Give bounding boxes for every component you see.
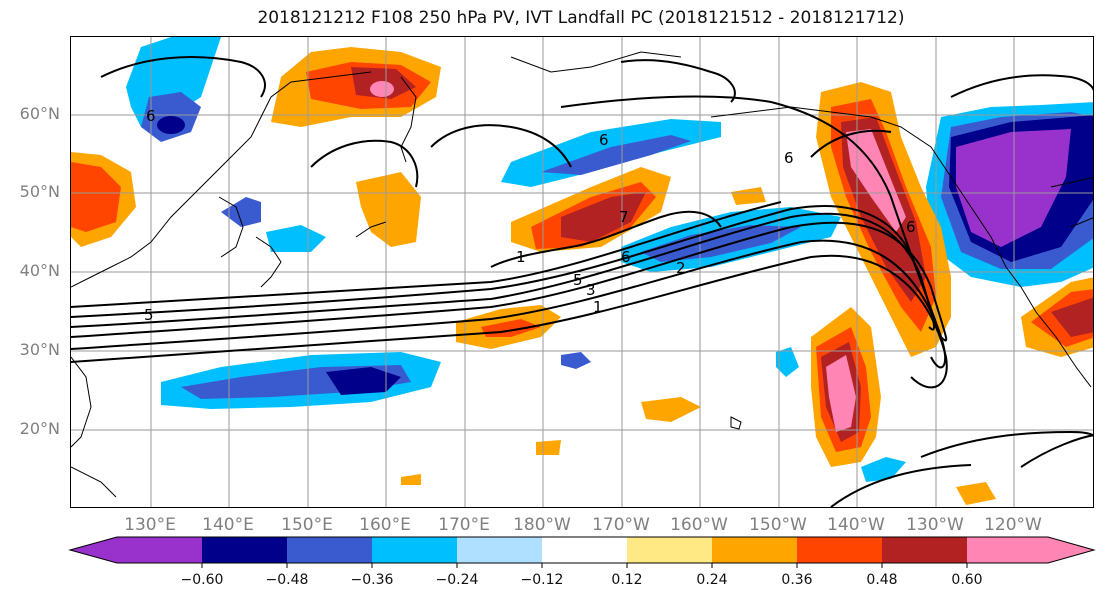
colorbar-ticks	[201, 563, 968, 568]
colorbar-swatch-4	[457, 537, 542, 563]
colorbar-swatch-7	[712, 537, 797, 563]
colorbar-tick-label: 0.36	[781, 572, 813, 588]
lon-label: 140°E	[202, 515, 254, 535]
lat-label-50n: 50°N	[19, 182, 60, 201]
colorbar-swatch-9	[882, 537, 967, 563]
map-title: 2018121212 F108 250 hPa PV, IVT Landfall…	[257, 8, 905, 28]
lon-label: 170°E	[438, 515, 490, 535]
lon-label: 130°W	[906, 515, 964, 535]
contour-label: 6	[784, 149, 794, 167]
map-panel: 6 6 7 1 6 5 3 1 2 6 5 6	[70, 36, 1094, 508]
colorbar-swatch-10	[967, 537, 1094, 563]
negative-anomaly-fill	[126, 37, 1093, 482]
map-canvas: 6 6 7 1 6 5 3 1 2 6 5 6	[71, 37, 1093, 507]
lon-label: 130°E	[124, 515, 176, 535]
colorbar-outline	[68, 536, 1096, 564]
colorbar-tick-label: −0.60	[180, 572, 224, 588]
contour-label: 5	[573, 271, 583, 289]
contour-label: 2	[676, 259, 686, 277]
contour-label: 5	[144, 306, 154, 324]
lon-label: 160°E	[359, 515, 411, 535]
contour-label: 6	[599, 131, 609, 149]
colorbar-tick-label: −0.12	[520, 572, 564, 588]
contour-label: 3	[586, 281, 596, 299]
contour-labels: 6 6 7 1 6 5 3 1 2 6 5 6	[144, 107, 916, 324]
contour-label: 6	[146, 107, 156, 125]
contour-label: 1	[593, 298, 603, 316]
coastlines	[71, 51, 1093, 498]
lon-label: 150°W	[749, 515, 807, 535]
colorbar-tick-label: −0.24	[435, 572, 479, 588]
colorbar-tick-label: 0.12	[611, 572, 643, 588]
lat-label-30n: 30°N	[19, 340, 60, 359]
colorbar-swatch-1	[202, 537, 287, 563]
contour-label: 1	[516, 248, 526, 266]
graticule	[71, 37, 1093, 507]
lon-label: 170°W	[592, 515, 650, 535]
colorbar-tick-label: 0.48	[866, 572, 898, 588]
colorbar-swatch-2	[287, 537, 372, 563]
colorbar-swatch-0	[70, 537, 202, 563]
colorbar	[68, 536, 1096, 568]
lon-label: 150°E	[281, 515, 333, 535]
lon-label: 140°W	[827, 515, 885, 535]
colorbar-swatch-6	[627, 537, 712, 563]
colorbar-tick-label: 0.24	[696, 572, 728, 588]
colorbar-swatch-3	[372, 537, 457, 563]
lat-label-20n: 20°N	[19, 419, 60, 438]
colorbar-swatch-8	[797, 537, 882, 563]
lon-label: 180°W	[513, 515, 571, 535]
lat-label-40n: 40°N	[19, 261, 60, 280]
contour-label: 7	[619, 208, 629, 226]
contour-label: 6	[906, 218, 916, 236]
lat-label-60n: 60°N	[19, 104, 60, 123]
colorbar-swatch-5	[542, 537, 627, 563]
pv-contours	[71, 56, 1093, 507]
colorbar-tick-label: −0.48	[265, 572, 309, 588]
colorbar-tick-label: 0.60	[951, 572, 983, 588]
contour-label: 6	[621, 248, 631, 266]
lon-label: 120°W	[984, 515, 1042, 535]
lon-label: 160°W	[670, 515, 728, 535]
colorbar-tick-label: −0.36	[350, 572, 394, 588]
